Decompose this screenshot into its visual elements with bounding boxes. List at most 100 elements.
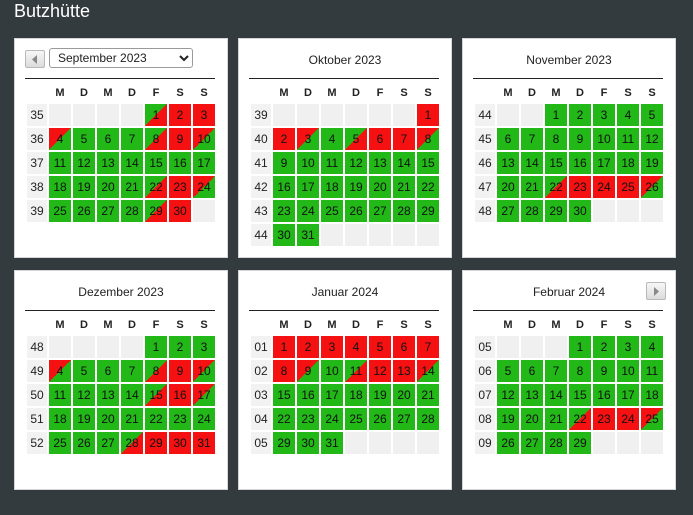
day-cell-free[interactable]: 7 [121, 128, 143, 150]
day-cell-booked[interactable]: 30 [169, 200, 191, 222]
day-cell-free[interactable]: 14 [521, 152, 543, 174]
day-cell-free[interactable]: 10 [321, 360, 343, 382]
day-cell-booked[interactable]: 3 [321, 336, 343, 358]
day-cell-arrival[interactable]: 15 [145, 384, 167, 406]
day-cell-free[interactable]: 14 [121, 152, 143, 174]
day-cell-free[interactable]: 29 [545, 200, 567, 222]
day-cell-arrival[interactable]: 22 [145, 176, 167, 198]
day-cell-free[interactable]: 19 [497, 408, 519, 430]
day-cell-departure[interactable]: 8 [417, 128, 439, 150]
day-cell-free[interactable]: 27 [393, 408, 415, 430]
day-cell-free[interactable]: 27 [521, 432, 543, 454]
day-cell-free[interactable]: 3 [193, 336, 215, 358]
day-cell-free[interactable]: 15 [145, 152, 167, 174]
day-cell-free[interactable]: 13 [497, 152, 519, 174]
day-cell-free[interactable]: 17 [297, 176, 319, 198]
day-cell-booked[interactable]: 5 [369, 336, 391, 358]
day-cell-free[interactable]: 25 [321, 200, 343, 222]
day-cell-free[interactable]: 7 [121, 360, 143, 382]
day-cell-free[interactable]: 12 [73, 152, 95, 174]
day-cell-free[interactable]: 21 [521, 176, 543, 198]
day-cell-free[interactable]: 6 [497, 128, 519, 150]
day-cell-free[interactable]: 11 [617, 128, 639, 150]
day-cell-free[interactable]: 21 [393, 176, 415, 198]
day-cell-free[interactable]: 25 [345, 408, 367, 430]
day-cell-departure[interactable]: 17 [193, 384, 215, 406]
day-cell-free[interactable]: 1 [545, 104, 567, 126]
day-cell-free[interactable]: 15 [273, 384, 295, 406]
day-cell-arrival[interactable]: 22 [545, 176, 567, 198]
day-cell-free[interactable]: 23 [297, 408, 319, 430]
day-cell-free[interactable]: 11 [641, 360, 663, 382]
day-cell-free[interactable]: 12 [641, 128, 663, 150]
day-cell-free[interactable]: 17 [593, 152, 615, 174]
day-cell-free[interactable]: 15 [545, 152, 567, 174]
day-cell-free[interactable]: 8 [569, 360, 591, 382]
day-cell-free[interactable]: 16 [593, 384, 615, 406]
day-cell-free[interactable]: 5 [73, 128, 95, 150]
day-cell-free[interactable]: 24 [193, 408, 215, 430]
day-cell-free[interactable]: 14 [121, 384, 143, 406]
day-cell-free[interactable]: 26 [73, 200, 95, 222]
day-cell-free[interactable]: 3 [617, 336, 639, 358]
day-cell-arrival[interactable]: 22 [569, 408, 591, 430]
day-cell-booked[interactable]: 2 [169, 104, 191, 126]
day-cell-free[interactable]: 25 [49, 432, 71, 454]
day-cell-free[interactable]: 13 [97, 152, 119, 174]
day-cell-booked[interactable]: 9 [169, 360, 191, 382]
day-cell-free[interactable]: 1 [145, 336, 167, 358]
day-cell-booked[interactable]: 23 [593, 408, 615, 430]
day-cell-free[interactable]: 17 [193, 152, 215, 174]
day-cell-booked[interactable]: 6 [369, 128, 391, 150]
day-cell-departure[interactable]: 25 [641, 408, 663, 430]
day-cell-free[interactable]: 18 [49, 176, 71, 198]
day-cell-booked[interactable]: 30 [169, 432, 191, 454]
day-cell-free[interactable]: 18 [617, 152, 639, 174]
day-cell-booked[interactable]: 4 [345, 336, 367, 358]
day-cell-free[interactable]: 26 [73, 432, 95, 454]
day-cell-free[interactable]: 20 [521, 408, 543, 430]
day-cell-arrival[interactable]: 5 [345, 128, 367, 150]
day-cell-free[interactable]: 24 [297, 200, 319, 222]
day-cell-free[interactable]: 1 [569, 336, 591, 358]
day-cell-free[interactable]: 28 [521, 200, 543, 222]
day-cell-free[interactable]: 7 [545, 360, 567, 382]
day-cell-booked[interactable]: 2 [273, 128, 295, 150]
day-cell-booked[interactable]: 16 [169, 384, 191, 406]
day-cell-arrival[interactable]: 29 [145, 200, 167, 222]
day-cell-free[interactable]: 10 [617, 360, 639, 382]
day-cell-free[interactable]: 21 [121, 408, 143, 430]
day-cell-free[interactable]: 20 [369, 176, 391, 198]
day-cell-booked[interactable]: 8 [273, 360, 295, 382]
day-cell-free[interactable]: 9 [593, 360, 615, 382]
day-cell-free[interactable]: 28 [417, 408, 439, 430]
day-cell-arrival[interactable]: 11 [345, 360, 367, 382]
day-cell-arrival[interactable]: 1 [145, 104, 167, 126]
day-cell-free[interactable]: 19 [641, 152, 663, 174]
day-cell-departure[interactable]: 14 [417, 360, 439, 382]
day-cell-free[interactable]: 12 [497, 384, 519, 406]
day-cell-arrival[interactable]: 28 [121, 432, 143, 454]
day-cell-free[interactable]: 3 [593, 104, 615, 126]
day-cell-booked[interactable]: 7 [417, 336, 439, 358]
day-cell-booked[interactable]: 29 [145, 432, 167, 454]
day-cell-free[interactable]: 29 [417, 200, 439, 222]
day-cell-free[interactable]: 16 [297, 384, 319, 406]
day-cell-free[interactable]: 11 [49, 152, 71, 174]
day-cell-free[interactable]: 23 [273, 200, 295, 222]
prev-month-button[interactable] [25, 50, 45, 68]
day-cell-free[interactable]: 6 [97, 128, 119, 150]
day-cell-booked[interactable]: 1 [273, 336, 295, 358]
day-cell-free[interactable]: 18 [49, 408, 71, 430]
day-cell-free[interactable]: 10 [593, 128, 615, 150]
day-cell-free[interactable]: 20 [97, 176, 119, 198]
day-cell-departure[interactable]: 10 [193, 128, 215, 150]
day-cell-free[interactable]: 10 [297, 152, 319, 174]
day-cell-free[interactable]: 6 [521, 360, 543, 382]
day-cell-free[interactable]: 16 [569, 152, 591, 174]
day-cell-free[interactable]: 20 [497, 176, 519, 198]
day-cell-free[interactable]: 19 [73, 408, 95, 430]
day-cell-free[interactable]: 26 [369, 408, 391, 430]
day-cell-free[interactable]: 23 [169, 408, 191, 430]
day-cell-free[interactable]: 22 [145, 408, 167, 430]
